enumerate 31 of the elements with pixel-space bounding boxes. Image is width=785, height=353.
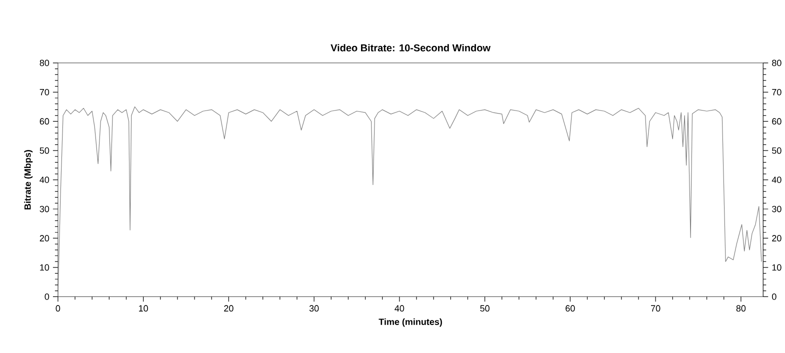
y-tick-label: 40 [40, 176, 50, 184]
x-tick-label: 20 [224, 305, 234, 312]
y-tick-label: 70 [40, 89, 50, 96]
x-tick-label: 40 [394, 305, 404, 312]
y2-tick-label: 30 [772, 206, 782, 212]
x-tick-label: 0 [56, 305, 60, 312]
y2-tick-label: 20 [772, 235, 782, 242]
y-axis-title: Bitrate (Mbps) [24, 150, 33, 210]
y2-tick-label: 40 [772, 176, 782, 184]
y2-tick-label: 0 [772, 294, 776, 300]
y2-tick-label: 10 [772, 264, 782, 271]
x-tick-label: 50 [480, 305, 490, 312]
y2-tick-label: 70 [772, 89, 782, 96]
x-tick-label: 60 [566, 305, 575, 312]
line-series [58, 106, 762, 297]
x-axis-title: Time (minutes) [378, 318, 442, 327]
y-tick-label: 80 [40, 60, 50, 66]
y-tick-label: 30 [40, 206, 50, 212]
x-tick-label: 80 [736, 305, 746, 312]
y-tick-label: 0 [44, 294, 50, 300]
y2-tick-label: 80 [772, 60, 782, 66]
y2-tick-label: 50 [772, 148, 782, 154]
y-tick-label: 60 [40, 118, 50, 125]
y-tick-label: 20 [40, 235, 50, 242]
x-tick-label: 70 [651, 305, 660, 312]
chart-title: Video Bitrate: 10-Second Window [330, 44, 491, 52]
y-tick-label: 10 [40, 264, 50, 271]
x-tick-label: 10 [139, 305, 148, 312]
y-tick-label: 50 [40, 148, 50, 154]
y2-tick-label: 60 [772, 118, 782, 125]
x-tick-label: 30 [309, 305, 319, 312]
